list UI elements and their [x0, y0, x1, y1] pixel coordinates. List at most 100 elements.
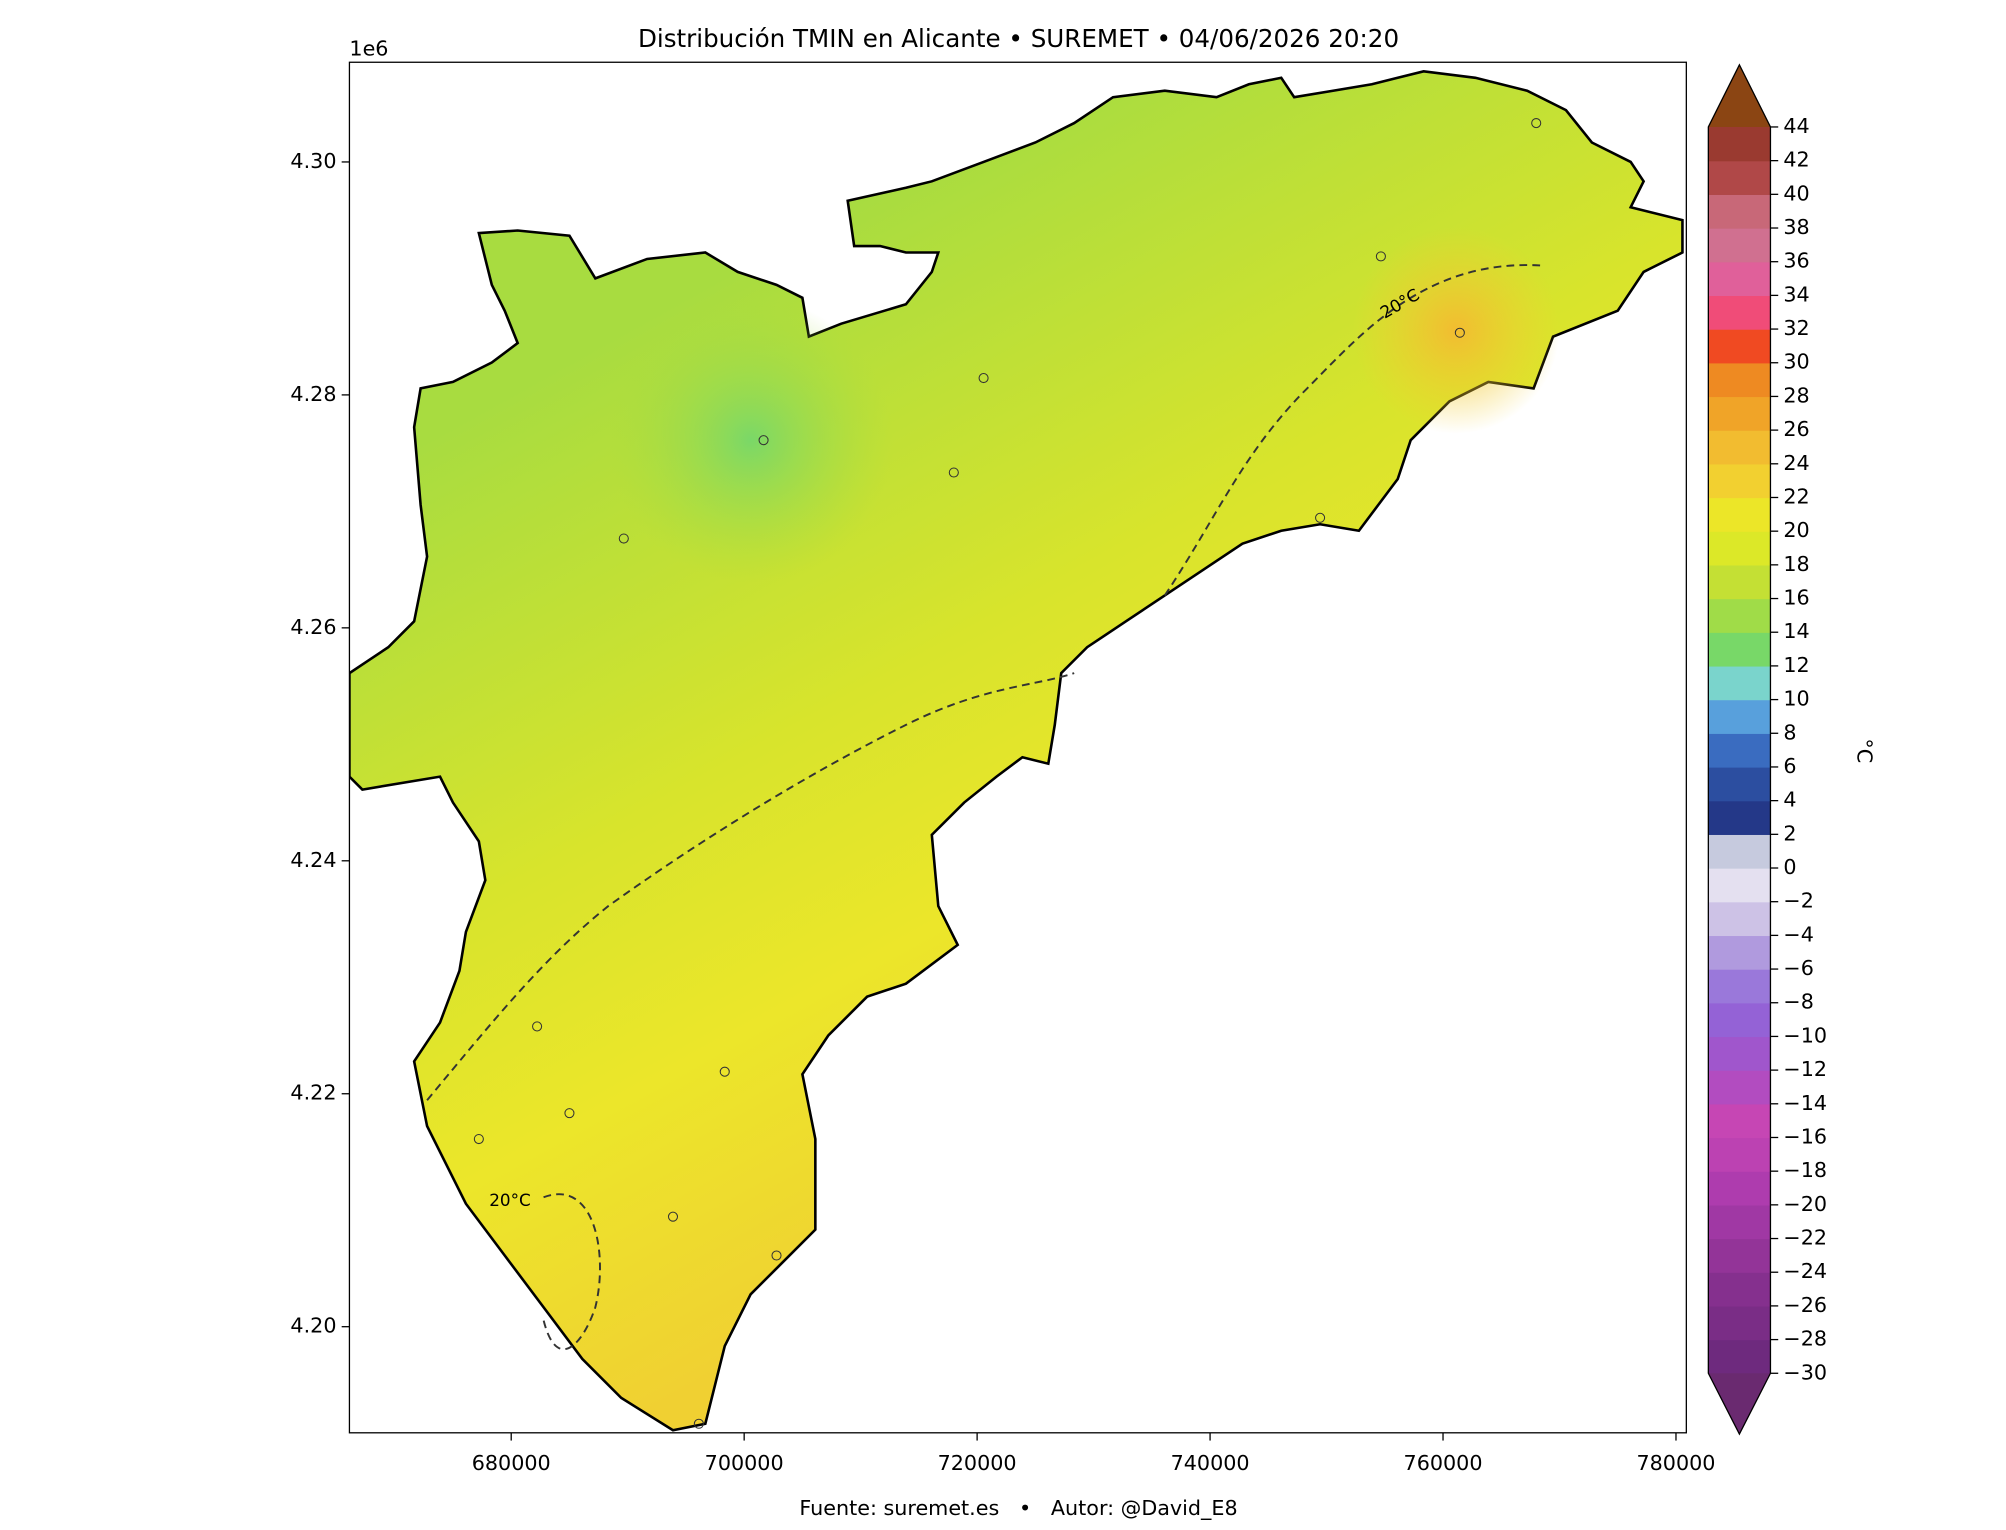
- colorbar-band: [1708, 295, 1771, 330]
- x-tick-label: 680000: [472, 1451, 551, 1475]
- colorbar-tick-label: 10: [1783, 687, 1809, 711]
- colorbar-band: [1708, 362, 1771, 398]
- colorbar-tick-label: −8: [1783, 990, 1814, 1014]
- colorbar-tick-label: 20: [1783, 518, 1809, 542]
- colorbar-tick-label: −30: [1783, 1360, 1827, 1384]
- colorbar-band: [1708, 1002, 1771, 1038]
- colorbar-tick-label: 26: [1783, 417, 1809, 441]
- colorbar-tick-label: 14: [1783, 619, 1809, 643]
- colorbar-label: °C: [1853, 738, 1877, 763]
- colorbar-tick-label: 16: [1783, 586, 1809, 610]
- colorbar-band: [1708, 598, 1771, 633]
- x-tick-label: 760000: [1404, 1451, 1483, 1475]
- colorbar-tick-label: 8: [1783, 720, 1796, 744]
- x-tick-label: 780000: [1636, 1451, 1715, 1475]
- x-tick-label: 700000: [705, 1451, 784, 1475]
- contour-label: 20°C: [489, 1190, 531, 1210]
- colorbar-band: [1708, 935, 1771, 970]
- colorbar-band: [1708, 1171, 1771, 1206]
- colorbar-band: [1708, 632, 1771, 667]
- y-tick-label: 4.24: [290, 848, 336, 872]
- colorbar-tick-label: 2: [1783, 821, 1796, 845]
- colorbar-band: [1708, 1036, 1771, 1071]
- colorbar-tick-label: 18: [1783, 552, 1809, 576]
- x-tick-label: 720000: [938, 1451, 1017, 1475]
- colorbar-band: [1708, 1103, 1771, 1139]
- colorbar-band: [1708, 463, 1771, 499]
- colorbar-band: [1708, 1305, 1771, 1341]
- colorbar-band: [1708, 1204, 1771, 1240]
- colorbar-tick-label: −12: [1783, 1057, 1827, 1081]
- stations: [473, 118, 1542, 1429]
- y-tick-label: 4.22: [290, 1081, 336, 1105]
- colorbar-tick-label: −26: [1783, 1293, 1827, 1317]
- chart-title: Distribución TMIN en Alicante • SUREMET …: [638, 24, 1399, 53]
- colorbar-tick-label: 4: [1783, 788, 1796, 812]
- colorbar-band: [1708, 1137, 1771, 1172]
- colorbar-tick-label: 34: [1783, 282, 1809, 306]
- colorbar-tick-label: −14: [1783, 1091, 1827, 1115]
- colorbar-band: [1708, 665, 1771, 701]
- colorbar-tick-label: −4: [1783, 922, 1814, 946]
- colorbar-tick-label: −28: [1783, 1327, 1827, 1351]
- colorbar-band: [1708, 800, 1771, 835]
- colorbar-band: [1708, 1272, 1771, 1307]
- colorbar-tick-label: 22: [1783, 484, 1809, 508]
- contour-line: [426, 672, 1075, 1101]
- colorbar-tick-label: −24: [1783, 1259, 1827, 1283]
- colorbar-band: [1708, 531, 1771, 566]
- colorbar-tick-label: 28: [1783, 383, 1809, 407]
- contour-line: [542, 1193, 601, 1351]
- colorbar-tick-label: 36: [1783, 249, 1809, 273]
- colorbar-band: [1708, 396, 1771, 431]
- colorbar-tick-label: −16: [1783, 1124, 1827, 1148]
- colorbar-band: [1708, 160, 1771, 195]
- cold-area: [608, 297, 893, 583]
- colorbar-extend-high: [1708, 64, 1771, 127]
- colorbar-band: [1708, 868, 1771, 903]
- y-tick-label: 4.26: [290, 615, 336, 639]
- colorbar-band: [1708, 329, 1771, 364]
- map: 20°C 20°C: [349, 69, 1684, 1432]
- colorbar-tick-label: −10: [1783, 1023, 1827, 1047]
- colorbar-band: [1708, 194, 1771, 229]
- colorbar-band: [1708, 430, 1771, 465]
- y-tick-label: 4.20: [290, 1314, 336, 1338]
- colorbar-tick-label: 40: [1783, 181, 1809, 205]
- colorbar-band: [1708, 228, 1771, 263]
- x-tick-label: 740000: [1171, 1451, 1250, 1475]
- colorbar-band: [1708, 699, 1771, 734]
- colorbar-band: [1708, 733, 1771, 768]
- colorbar-tick-label: 6: [1783, 754, 1796, 778]
- colorbar-tick-label: 42: [1783, 148, 1809, 172]
- colorbar-tick-label: 12: [1783, 653, 1809, 677]
- colorbar-extend-low: [1708, 1373, 1771, 1435]
- y-tick-label: 4.28: [290, 382, 336, 406]
- colorbar-tick-label: 32: [1783, 316, 1809, 340]
- footer: Fuente: suremet.es • Autor: @David_E8: [799, 1496, 1237, 1521]
- colorbar-band: [1708, 497, 1771, 532]
- colorbar-tick-label: −20: [1783, 1192, 1827, 1216]
- colorbar-tick-label: −18: [1783, 1158, 1827, 1182]
- colorbar-tick-label: −2: [1783, 889, 1814, 913]
- y-tick-label: 4.30: [290, 149, 336, 173]
- colorbar-tick-label: −22: [1783, 1226, 1827, 1250]
- colorbar-tick-label: 0: [1783, 855, 1796, 879]
- colorbar-band: [1708, 901, 1771, 937]
- colorbar-band: [1708, 766, 1771, 802]
- colorbar-band: [1708, 126, 1771, 162]
- colorbar-tick-label: 24: [1783, 451, 1809, 475]
- colorbar-band: [1708, 1238, 1771, 1273]
- axis-offset-label: 1e6: [349, 36, 388, 60]
- colorbar-tick-label: 44: [1783, 114, 1809, 138]
- colorbar-band: [1708, 834, 1771, 869]
- colorbar-band: [1708, 261, 1771, 297]
- colorbar-tick-label: −6: [1783, 956, 1814, 980]
- colorbar-band: [1708, 1070, 1771, 1105]
- colorbar-band: [1708, 564, 1771, 600]
- plot-frame: [348, 61, 1687, 1434]
- colorbar-band: [1708, 969, 1771, 1004]
- colorbar-tick-label: 30: [1783, 350, 1809, 374]
- contour-line: [1163, 264, 1541, 596]
